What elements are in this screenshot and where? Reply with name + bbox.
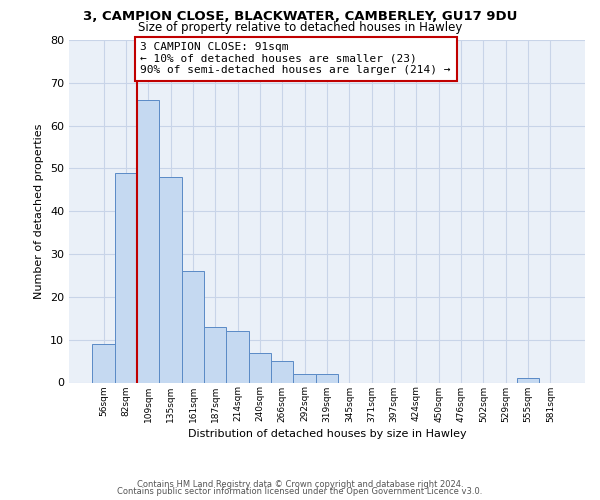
Bar — [204, 327, 226, 382]
Bar — [517, 378, 539, 382]
Bar — [316, 374, 338, 382]
Bar — [226, 331, 249, 382]
Text: 3, CAMPION CLOSE, BLACKWATER, CAMBERLEY, GU17 9DU: 3, CAMPION CLOSE, BLACKWATER, CAMBERLEY,… — [83, 10, 517, 23]
Text: Size of property relative to detached houses in Hawley: Size of property relative to detached ho… — [138, 21, 462, 34]
Bar — [137, 100, 160, 382]
Bar — [92, 344, 115, 383]
Text: Contains public sector information licensed under the Open Government Licence v3: Contains public sector information licen… — [118, 487, 482, 496]
X-axis label: Distribution of detached houses by size in Hawley: Distribution of detached houses by size … — [188, 428, 466, 438]
Bar — [160, 177, 182, 382]
Bar — [182, 271, 204, 382]
Bar — [249, 352, 271, 382]
Bar — [293, 374, 316, 382]
Y-axis label: Number of detached properties: Number of detached properties — [34, 124, 44, 299]
Text: Contains HM Land Registry data © Crown copyright and database right 2024.: Contains HM Land Registry data © Crown c… — [137, 480, 463, 489]
Bar — [271, 361, 293, 382]
Bar — [115, 172, 137, 382]
Text: 3 CAMPION CLOSE: 91sqm
← 10% of detached houses are smaller (23)
90% of semi-det: 3 CAMPION CLOSE: 91sqm ← 10% of detached… — [140, 42, 451, 76]
